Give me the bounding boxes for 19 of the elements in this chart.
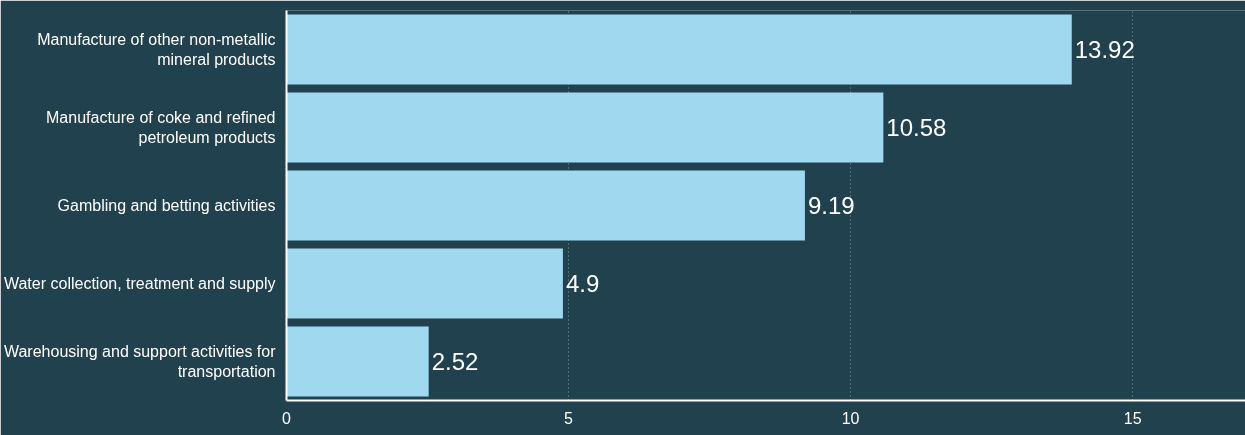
y-tick-label: Water collection, treatment and supply	[3, 275, 276, 292]
x-tick-label: 15	[1123, 409, 1142, 427]
bar	[286, 170, 805, 241]
data-label: 13.92	[1074, 36, 1135, 63]
y-tick-label: Manufacture of coke and refined petroleum products	[46, 108, 276, 147]
x-tick-label: 5	[564, 409, 574, 427]
data-label: 9.19	[807, 192, 855, 219]
x-tick-label: 0	[282, 409, 292, 427]
data-label: 4.9	[565, 270, 600, 297]
bar	[286, 248, 563, 319]
x-tick-label: 10	[841, 409, 860, 427]
data-label: 10.58	[886, 114, 947, 141]
y-tick-label: Warehousing and support activities for transportation	[3, 342, 277, 381]
y-tick-label: Manufacture of other non-metallic mineral products	[37, 30, 276, 69]
data-label: 2.52	[431, 348, 479, 375]
bar	[286, 92, 884, 163]
y-tick-label: Gambling and betting activities	[57, 197, 276, 214]
bar	[286, 326, 429, 397]
bar	[286, 14, 1072, 85]
